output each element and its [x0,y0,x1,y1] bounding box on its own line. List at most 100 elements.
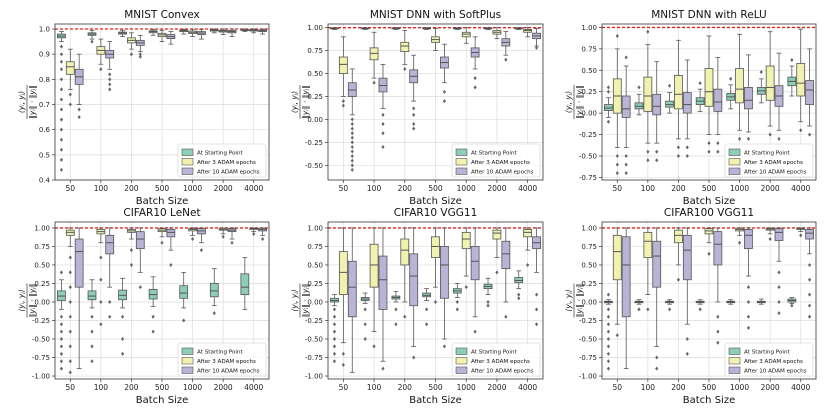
outlier-point [807,314,812,319]
outlier-point [59,147,64,152]
box-0-500 [422,288,431,327]
outlier-point [646,149,650,154]
chart-title: MNIST DNN with SoftPlus [370,9,501,21]
box-2-1000 [197,29,206,40]
outlier-point [138,52,142,57]
x-tick-label: 2000 [761,184,780,193]
box-1-4000 [796,28,806,133]
outlier-point [716,340,720,345]
outlier-point [350,126,354,131]
legend-label: At Starting Point [471,151,517,157]
legend-swatch [455,167,468,175]
box-2-200 [682,227,692,356]
box-0-1000 [179,271,189,323]
outlier-point [442,99,447,104]
legend-swatch [181,357,194,365]
box-0-500 [148,29,158,36]
legend-label: After 10 ADAM epochs [197,170,260,176]
outlier-point [526,262,530,267]
x-tick-label: 200 [398,184,413,193]
y-axis-label: ⟨yᵢ, yⱼ⟩ ‖yᵢ‖ · ‖yⱼ‖ [290,85,310,119]
box-2-100 [105,227,115,319]
y-label-numerator: ⟨yᵢ, yⱼ⟩ [290,289,299,311]
y-tick-label: 0.75 [581,243,597,251]
outlier-point [729,76,733,81]
y-tick-label: 0.6 [39,126,51,134]
outlier-point [68,102,72,107]
y-label-denominator: ‖yᵢ‖ · ‖yⱼ‖ [575,284,584,318]
box-body [652,93,662,116]
y-tick-label: -0.50 [32,336,50,344]
box-body [74,238,84,288]
outlier-point [606,292,611,297]
box-1-50 [65,227,75,375]
box-2-4000 [258,227,267,242]
x-tick-label: 200 [124,383,139,392]
x-tick-label: 1000 [457,184,476,193]
outlier-point [424,307,429,312]
x-tick-label: 200 [124,184,139,193]
outlier-point [698,81,702,86]
box-body [682,92,692,114]
outlier-point [746,285,751,290]
outlier-point [363,307,367,312]
y-label-denominator: ‖yᵢ‖ · ‖yⱼ‖ [28,85,37,119]
x-tick-label: 100 [641,184,656,193]
box-body [735,68,744,104]
outlier-point [108,77,112,82]
x-tick-label: 2000 [214,184,233,193]
outlier-point [59,167,64,172]
box-body [501,240,511,270]
outlier-point [59,87,64,92]
box-2-100 [652,61,662,163]
legend-frame [451,342,541,377]
plot-frame [327,221,544,380]
outlier-point [59,97,64,102]
outlier-point [138,285,142,290]
outlier-point [486,299,490,304]
box-body [347,260,357,318]
box-0-4000 [240,28,250,32]
x-tick-label: 100 [641,383,656,392]
x-tick-label: 200 [398,383,413,392]
y-tick-label: 0.75 [307,47,323,55]
outlier-point [707,149,711,154]
box-body [643,231,653,258]
box-body [805,229,814,240]
outlier-point [624,171,628,176]
box-body [704,68,714,107]
box-1-500 [431,28,440,52]
y-axis-label: ⟨yᵢ, yⱼ⟩ ‖yᵢ‖ · ‖yⱼ‖ [564,283,584,318]
outlier-point [68,285,72,290]
box-body [378,255,388,310]
y-axis-label: ⟨yᵢ, yⱼ⟩ ‖yᵢ‖ · ‖yⱼ‖ [564,85,584,119]
y-tick-label: -0.50 [305,162,323,170]
outlier-point [624,55,628,60]
outlier-point [108,299,112,304]
y-tick-label: -0.25 [579,131,597,139]
outlier-point [90,344,94,349]
x-axis-label: Batch Size [136,196,188,207]
box-2-100 [378,227,388,371]
x-tick-label: 1000 [457,383,476,392]
outlier-point [777,285,781,290]
box-1-4000 [523,227,533,267]
outlier-point [59,44,64,49]
x-tick-label: 500 [702,184,717,193]
legend-frame [724,143,814,178]
legend-swatch [181,148,194,156]
box-2-500 [713,57,723,154]
outlier-point [120,351,125,356]
box-1-50 [338,227,348,367]
outlier-point [372,344,376,349]
box-0-200 [118,277,127,356]
outlier-point [768,132,772,137]
x-tick-label: 500 [155,184,170,193]
y-tick-label: -0.25 [32,317,50,325]
legend-label: After 3 ADAM epochs [471,160,530,166]
y-label-numerator: ⟨yᵢ, yⱼ⟩ [564,91,573,113]
box-body [65,61,75,75]
outlier-point [221,234,225,239]
outlier-point [68,344,72,349]
outlier-point [655,355,659,360]
